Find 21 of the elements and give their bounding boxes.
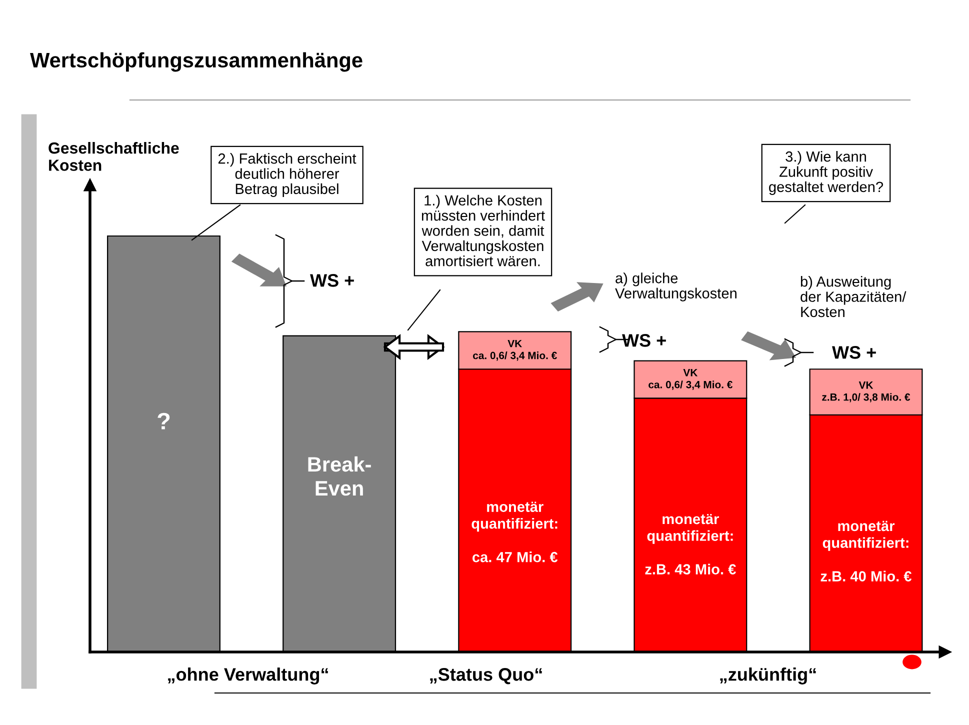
- annotation: WS +: [310, 274, 354, 287]
- annotation: 1.) Welche Kosten müssten verhindert worden sein, damit Verwaltungskosten amortisiert wären.: [422, 194, 545, 266]
- annotation: WS +: [832, 346, 876, 359]
- text: monetär quantifiziert: z.B. 43 Mio. €: [645, 514, 736, 575]
- annotation: Break- Even: [308, 456, 371, 496]
- text: „zukünftig“: [720, 668, 816, 684]
- annotation: VK ca. 0,6/ 3,4 Mio. €: [473, 340, 557, 361]
- text: 2.) Faktisch erscheint deutlich höherer Betrag plausibel: [218, 153, 356, 197]
- annotation: ?: [158, 412, 170, 430]
- text: 3.) Wie kann Zukunft positiv gestaltet werden?: [769, 151, 884, 195]
- text: „ohne Verwaltung“: [168, 668, 328, 684]
- text: monetär quantifiziert: z.B. 40 Mio. €: [820, 520, 912, 582]
- chart-title: Wertschöpfungszusammenhänge: [30, 52, 362, 72]
- y-axis-title: Gesellschaftliche Kosten: [48, 142, 179, 171]
- text: monetär quantifiziert: ca. 47 Mio. €: [472, 502, 558, 562]
- annotation: WS +: [622, 334, 666, 347]
- annotation: VK ca. 0,6/ 3,4 Mio. €: [648, 369, 733, 390]
- annotation: a) gleiche Verwaltungskosten: [615, 272, 736, 302]
- annotation: VK z.B. 1,0/ 3,8 Mio. €: [822, 382, 910, 402]
- text: „Status Quo“: [430, 668, 542, 684]
- annotation: b) Ausweitung der Kapazitäten/ Kosten: [800, 276, 906, 318]
